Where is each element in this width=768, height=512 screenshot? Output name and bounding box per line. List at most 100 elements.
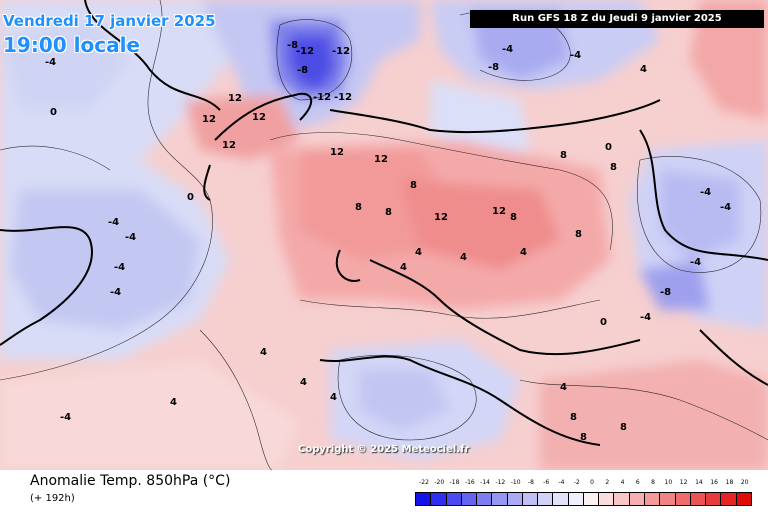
- legend-label: -22: [419, 479, 429, 486]
- contour-label: -12: [296, 46, 314, 57]
- legend-label: 2: [605, 479, 610, 486]
- contour-label: 8: [410, 180, 417, 191]
- map-title: Anomalie Temp. 850hPa (°C): [30, 473, 231, 489]
- legend-swatch: [521, 492, 539, 506]
- footer: Anomalie Temp. 850hPa (°C) (+ 192h) -22-…: [0, 470, 768, 512]
- legend-swatch: [735, 492, 752, 506]
- legend-label: -18: [449, 479, 460, 486]
- legend-swatch: [415, 492, 432, 506]
- legend-swatch: [689, 492, 707, 506]
- legend-swatches: [415, 492, 752, 506]
- copyright: Copyright © 2025 Meteociel.fr: [298, 444, 470, 455]
- contour-label: 8: [510, 212, 517, 223]
- legend-label: 10: [664, 479, 673, 486]
- contour-label: 4: [300, 377, 307, 388]
- legend-label: -12: [495, 479, 506, 486]
- contour-label: -4: [640, 312, 651, 323]
- temperature-anomaly-map: -12-12-12-12-8-8 -4-4-4-4-4-4-4-4-4-4 -8-4…: [0, 0, 768, 470]
- contour-label: -8: [488, 62, 499, 73]
- contour-label: 8: [570, 412, 577, 423]
- forecast-date: Vendredi 17 janvier 2025: [3, 12, 216, 30]
- contour-label: 4: [170, 397, 177, 408]
- contour-label: -8: [660, 287, 671, 298]
- legend-swatch: [537, 492, 554, 506]
- legend-swatch: [491, 492, 508, 506]
- forecast-range: (+ 192h): [30, 493, 75, 504]
- contour-label: 12: [252, 112, 266, 123]
- legend-label: 18: [725, 479, 734, 486]
- contour-label: 12: [222, 140, 236, 151]
- legend-label: 20: [740, 479, 749, 486]
- legend-label: 14: [695, 479, 703, 486]
- color-legend: -22 -20 -18 -16 -14 -12 -10 -8 -6 -4 -2 0 2 4 6 8 10 12 14…: [415, 478, 752, 508]
- legend-swatch: [506, 492, 523, 506]
- legend-swatch: [674, 492, 691, 506]
- contour-label: 0: [50, 107, 57, 118]
- contour-label: 8: [610, 162, 617, 173]
- legend-swatch: [705, 492, 722, 506]
- legend-label: -2: [573, 479, 580, 486]
- legend-label: -16: [464, 479, 475, 486]
- contour-label: 4: [330, 392, 337, 403]
- contour-label: -12: [332, 46, 350, 57]
- contour-label: 4: [400, 262, 407, 273]
- contour-label: 0: [600, 317, 607, 328]
- legend-label: 8: [651, 479, 655, 486]
- legend-label: 4: [620, 479, 625, 486]
- contour-label: 8: [580, 432, 587, 443]
- contour-label: -8: [287, 40, 298, 51]
- contour-label: 0: [187, 192, 194, 203]
- legend-label: 6: [635, 479, 640, 486]
- legend-swatch: [598, 492, 615, 506]
- legend-swatch: [552, 492, 569, 506]
- legend-swatch: [476, 492, 493, 506]
- contour-label: -4: [720, 202, 731, 213]
- legend-swatch: [567, 492, 584, 506]
- forecast-time: 19:00 locale: [3, 33, 140, 57]
- contour-label: 12: [492, 206, 506, 217]
- legend-swatch: [430, 492, 447, 506]
- legend-label: -8: [527, 479, 534, 486]
- contour-label: 12: [228, 93, 242, 104]
- contour-label: -12: [334, 92, 352, 103]
- contour-label: -4: [700, 187, 711, 198]
- contour-label: -4: [125, 232, 136, 243]
- contour-label: -12: [313, 92, 331, 103]
- contour-label: 4: [260, 347, 267, 358]
- contour-label: 8: [355, 202, 362, 213]
- contour-label: 4: [460, 252, 467, 263]
- legend-swatch: [659, 492, 676, 506]
- contour-label: -4: [502, 44, 513, 55]
- contour-label: -4: [690, 257, 701, 268]
- contour-label: 8: [385, 207, 392, 218]
- legend-swatch: [582, 492, 600, 506]
- legend-label: -4: [558, 479, 565, 486]
- legend-swatch: [445, 492, 462, 506]
- legend-label: -20: [434, 479, 445, 486]
- contour-label: -4: [110, 287, 121, 298]
- legend-label: 16: [710, 479, 718, 486]
- legend-labels: -22 -20 -18 -16 -14 -12 -10 -8 -6 -4 -2 0 2 4 6 8 10 12 14…: [416, 478, 752, 490]
- legend-swatch: [460, 492, 478, 506]
- legend-label: 12: [679, 479, 688, 486]
- contour-label: 4: [415, 247, 422, 258]
- legend-label: -14: [480, 479, 490, 486]
- contour-label: -4: [570, 50, 581, 61]
- legend-label: -6: [543, 479, 550, 486]
- contour-label: 8: [575, 229, 582, 240]
- contour-label: -4: [45, 57, 56, 68]
- contour-label: 8: [560, 150, 567, 161]
- contour-label: -4: [60, 412, 71, 423]
- contour-label: 0: [605, 142, 612, 153]
- contour-label: -8: [297, 65, 308, 76]
- contour-label: -4: [114, 262, 125, 273]
- contour-label: 4: [640, 64, 647, 75]
- run-info-box: Run GFS 18 Z du Jeudi 9 janvier 2025: [470, 10, 764, 28]
- contour-label: 4: [520, 247, 527, 258]
- contour-label: 12: [330, 147, 344, 158]
- contour-label: 12: [374, 154, 388, 165]
- legend-label: -10: [510, 479, 521, 486]
- contour-label: 4: [560, 382, 567, 393]
- contour-label: 12: [434, 212, 448, 223]
- legend-swatch: [628, 492, 645, 506]
